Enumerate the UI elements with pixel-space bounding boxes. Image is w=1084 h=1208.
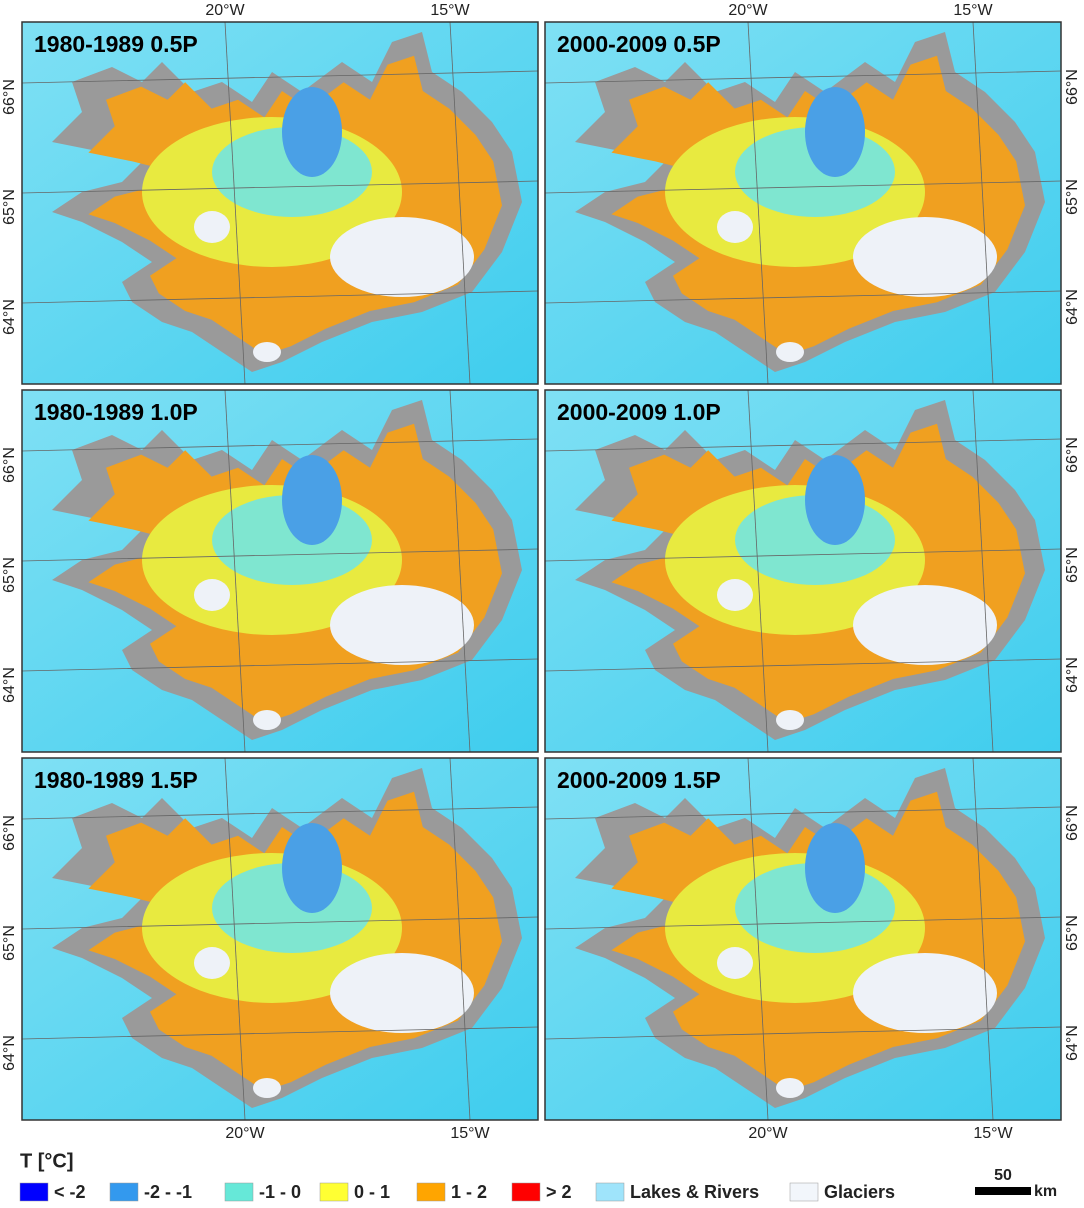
longitude-label: 15°W [450,1125,490,1142]
legend-swatch [789,1182,819,1202]
latitude-label: 66°N [1,447,18,483]
panel-title: 2000-2009 1.0P [557,399,721,425]
longitude-label: 20°W [728,2,768,19]
meridian [224,390,246,752]
panel-border [544,389,1062,753]
longitude-label: 15°W [973,1125,1013,1142]
panel-title: 2000-2009 1.5P [557,767,721,793]
parallel [22,916,538,930]
panel-title: 2000-2009 0.5P [557,31,721,57]
panel-border [21,21,539,385]
parallel [22,70,538,84]
meridian [747,758,769,1120]
parallel [545,180,1061,194]
meridian [224,22,246,384]
legend-swatch [416,1182,446,1202]
legend-swatch [224,1182,254,1202]
meridian [224,758,246,1120]
legend-label: < -2 [54,1182,86,1202]
latitude-label: 65°N [1064,547,1081,583]
latitude-label: 66°N [1,79,18,115]
latitude-label: 65°N [1064,179,1081,215]
legend-label: 0 - 1 [354,1182,390,1202]
panel-title: 1980-1989 1.5P [34,767,198,793]
parallel [22,1026,538,1040]
map-panel [22,390,538,752]
longitude-label: 15°W [430,2,470,19]
map-panel [545,390,1061,752]
map-panel [22,22,538,384]
longitude-label: 20°W [748,1125,788,1142]
meridian [972,758,994,1120]
latitude-label: 64°N [1064,1025,1081,1061]
latitude-label: 64°N [1064,289,1081,325]
meridian [449,22,471,384]
legend-title: T [°C] [20,1150,74,1172]
legend-swatch [319,1182,349,1202]
meridian [747,390,769,752]
parallel [545,1026,1061,1040]
latitude-label: 65°N [1064,915,1081,951]
panel-border [544,21,1062,385]
latitude-label: 66°N [1,815,18,851]
latitude-label: 64°N [1,1035,18,1071]
latitude-label: 66°N [1064,437,1081,473]
latitude-label: 66°N [1064,805,1081,841]
scale-value: 50 [994,1167,1012,1184]
parallel [545,290,1061,304]
map-panel [545,758,1061,1120]
parallel [545,438,1061,452]
meridian [449,758,471,1120]
legend-label: -1 - 0 [259,1182,301,1202]
panel-title: 1980-1989 1.0P [34,399,198,425]
legend-label: Lakes & Rivers [630,1182,759,1202]
legend-swatch [19,1182,49,1202]
latitude-label: 64°N [1,667,18,703]
longitude-label: 20°W [205,2,245,19]
parallel [22,548,538,562]
legend-swatch [109,1182,139,1202]
panel-border [21,389,539,753]
latitude-label: 65°N [1,189,18,225]
latitude-label: 66°N [1064,69,1081,105]
parallel [545,916,1061,930]
latitude-label: 64°N [1064,657,1081,693]
latitude-label: 65°N [1,925,18,961]
parallel [545,70,1061,84]
legend-label: > 2 [546,1182,572,1202]
parallel [22,806,538,820]
latitude-label: 64°N [1,299,18,335]
legend-swatch [511,1182,541,1202]
parallel [22,180,538,194]
legend-swatch [595,1182,625,1202]
parallel [22,438,538,452]
map-panel [545,22,1061,384]
latitude-label: 65°N [1,557,18,593]
parallel [545,548,1061,562]
legend-label: -2 - -1 [144,1182,192,1202]
legend-label: Glaciers [824,1182,895,1202]
scale-bar [975,1187,1031,1195]
parallel [545,658,1061,672]
parallel [545,806,1061,820]
parallel [22,658,538,672]
panel-border [544,757,1062,1121]
meridian [747,22,769,384]
meridian [449,390,471,752]
meridian [972,22,994,384]
meridian [972,390,994,752]
longitude-label: 20°W [225,1125,265,1142]
longitude-label: 15°W [953,2,993,19]
scale-unit: km [1034,1183,1057,1200]
panel-title: 1980-1989 0.5P [34,31,198,57]
legend-label: 1 - 2 [451,1182,487,1202]
panel-border [21,757,539,1121]
map-panel [22,758,538,1120]
parallel [22,290,538,304]
